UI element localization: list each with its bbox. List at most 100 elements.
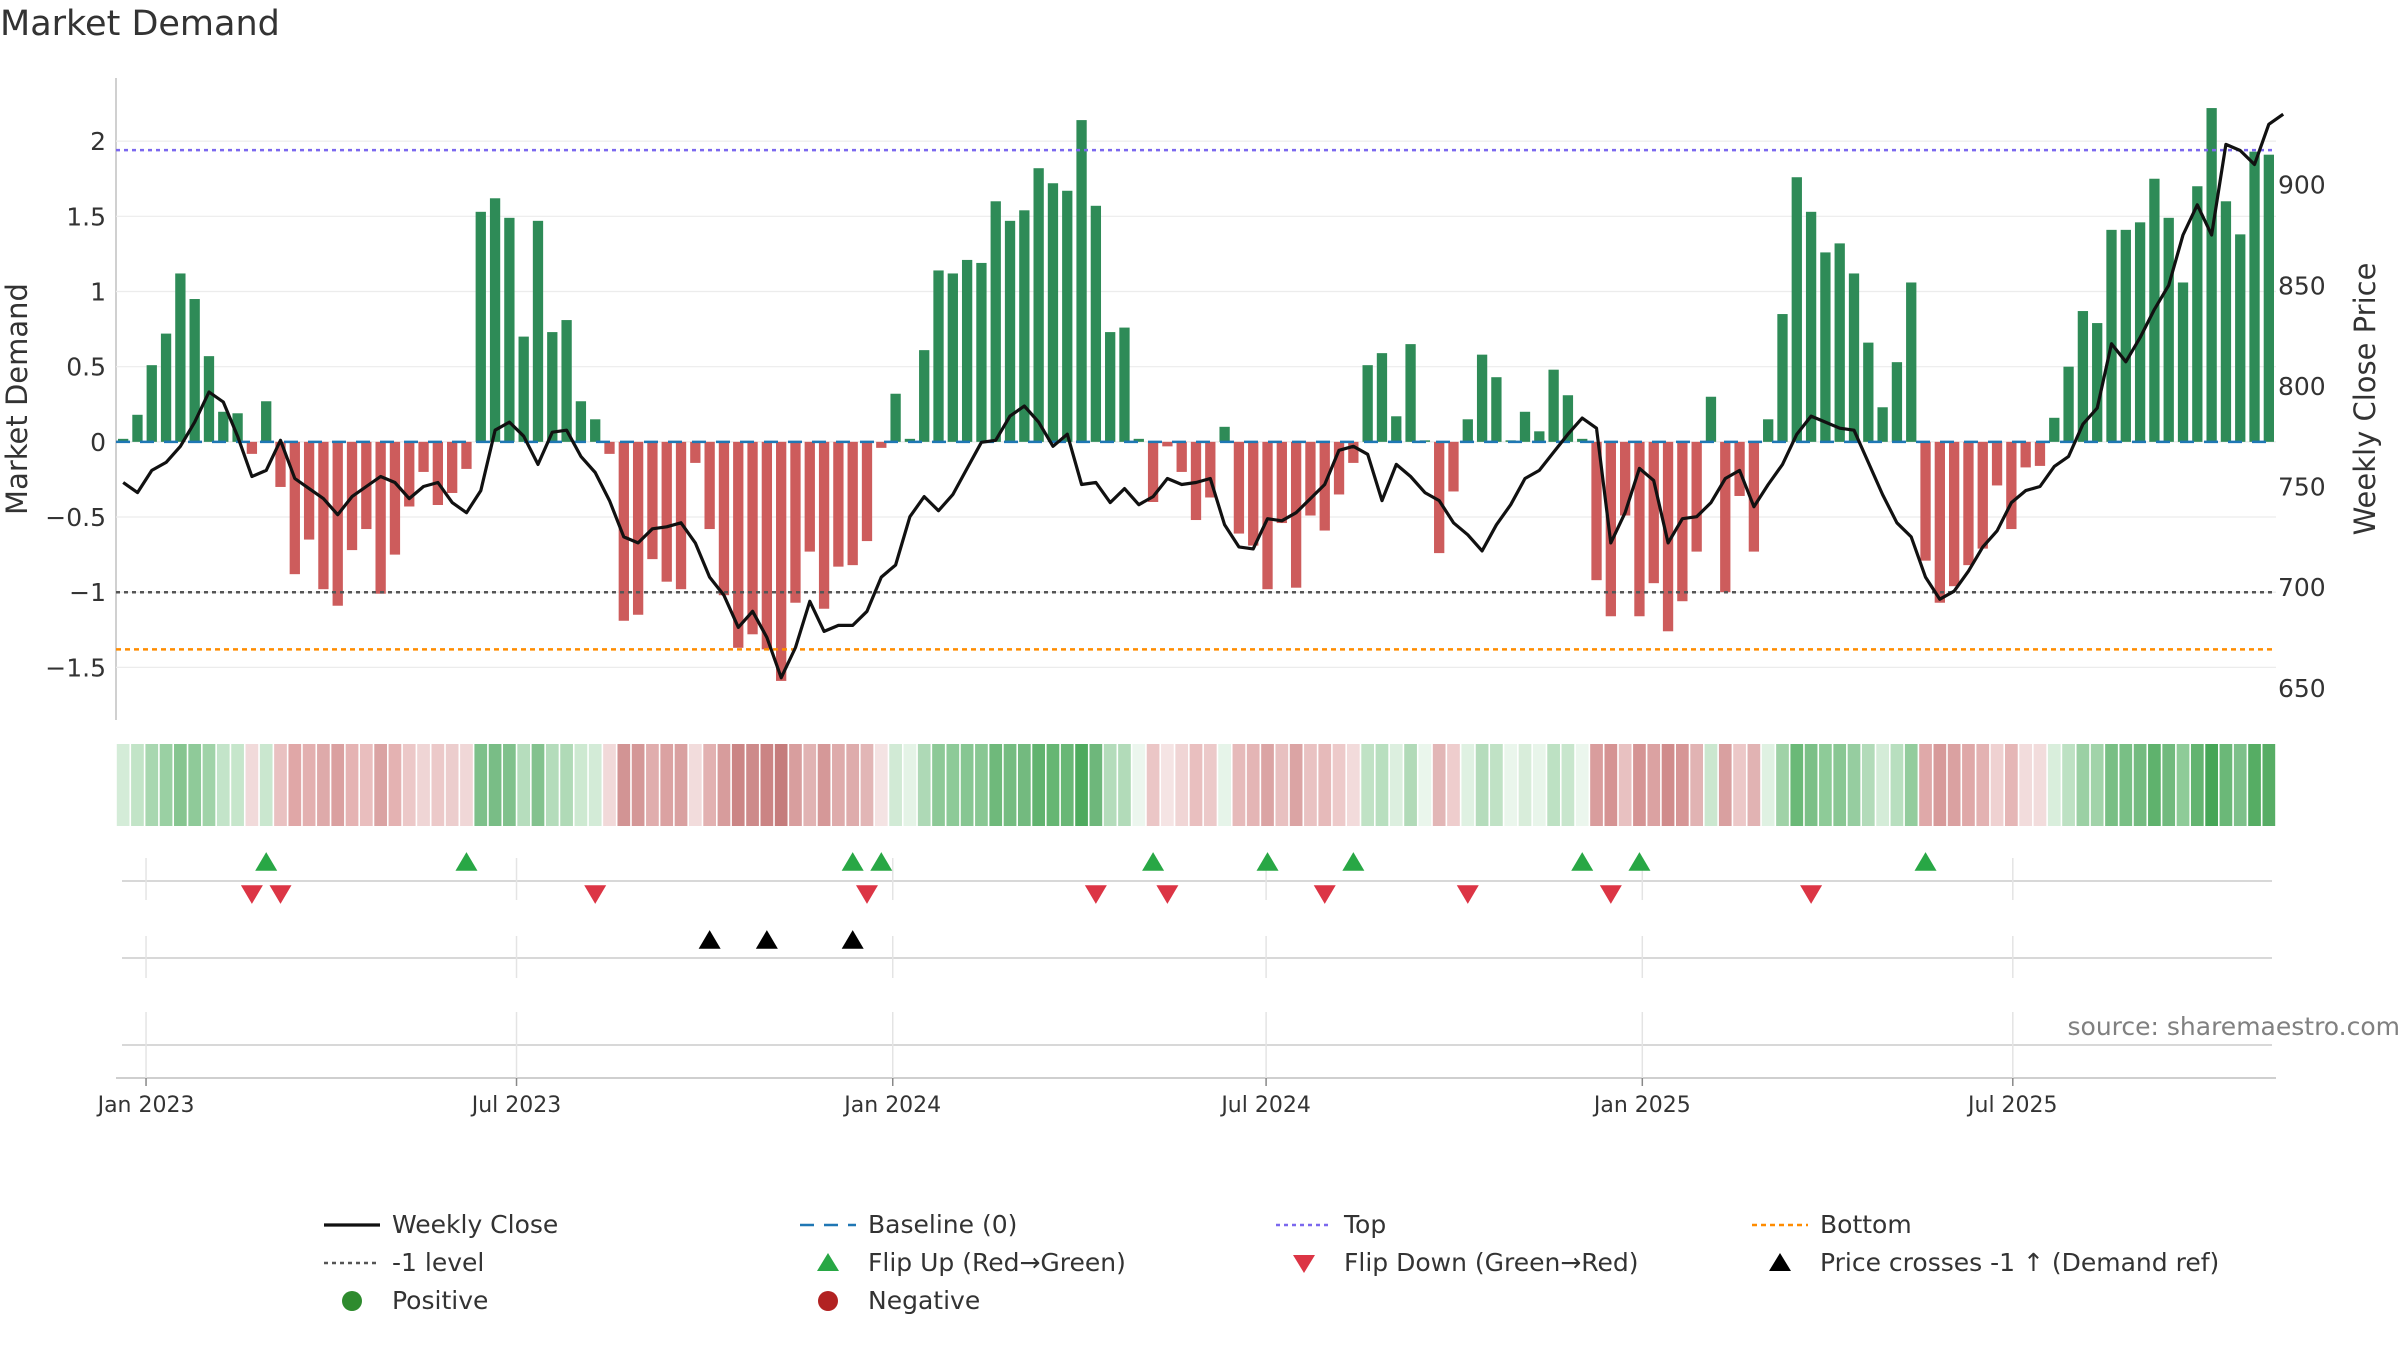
legend-swatch-icon [322, 1210, 382, 1240]
y-tick-label: −1 [69, 578, 106, 607]
heat-strip-cell [302, 744, 316, 826]
heat-strip-cell [2190, 744, 2204, 826]
heat-strip-cell [1461, 744, 1475, 826]
positive-bar [2192, 186, 2203, 442]
heat-strip-cell [1017, 744, 1031, 826]
flip-up-marker [1914, 852, 1937, 871]
heat-strip-cell [1132, 744, 1146, 826]
flip-up-marker [455, 852, 478, 871]
heat-strip-cell [460, 744, 473, 826]
heat-strip-cell [2076, 744, 2090, 826]
positive-bar [1376, 353, 1388, 442]
heat-strip-cell [417, 744, 430, 826]
heat-strip-cell [474, 744, 488, 826]
heat-strip-cell [846, 744, 860, 826]
negative-bar [1448, 441, 1459, 492]
negative-bar [1934, 441, 1945, 603]
positive-bar [203, 356, 215, 442]
heat-strip-cell [1618, 744, 1632, 826]
heat-strip-cell [1275, 744, 1289, 826]
heat-strip-cell [1919, 744, 1932, 826]
negative-bar [418, 441, 429, 472]
positive-bar [947, 273, 958, 442]
heat-strip-cell [331, 744, 345, 826]
positive-bar [1491, 377, 1502, 442]
heat-strip-cell [960, 744, 974, 826]
legend-item-1-level: -1 level [324, 1248, 484, 1278]
flip-down-marker [1599, 885, 1622, 904]
legend-label: Flip Up (Red→Green) [868, 1248, 1126, 1277]
negative-bar [1276, 441, 1287, 524]
positive-bar [532, 220, 544, 442]
heat-strip-cell [2005, 744, 2018, 826]
heat-strip-cell [431, 744, 445, 826]
heat-strip-cell [445, 744, 459, 826]
heat-strip-cell [1819, 744, 1832, 826]
negative-bar [447, 441, 458, 493]
positive-bar [1562, 395, 1574, 442]
heat-strip-cell [1804, 744, 1818, 826]
heat-strip-cell [1504, 744, 1518, 826]
negative-bar [1748, 441, 1760, 552]
heat-strip-cell [1375, 744, 1389, 826]
heat-strip-cell [145, 744, 159, 826]
positive-bar [1834, 243, 1845, 442]
flip-down-marker [1456, 885, 1479, 904]
heat-strip-cell [1332, 744, 1346, 826]
heat-strip-cell [1933, 744, 1947, 826]
heat-strip-cell [288, 744, 302, 826]
heat-strip-cell [1547, 744, 1560, 826]
positive-bar [590, 419, 601, 442]
positive-bar [990, 201, 1001, 442]
negative-bar [1434, 441, 1445, 554]
heat-strip-cell [1418, 744, 1432, 826]
heat-strip-cell [789, 744, 802, 826]
heat-strip-cell [2047, 744, 2061, 826]
negative-bar [647, 441, 658, 560]
heat-strip-cell [874, 744, 888, 826]
positive-bar [1462, 419, 1473, 442]
positive-bar [890, 393, 901, 442]
positive-bar [1820, 252, 1831, 442]
negative-bar [1591, 441, 1602, 581]
heat-strip-cell [259, 744, 273, 826]
positive-bar [561, 320, 572, 442]
heat-strip-cell [1118, 744, 1131, 826]
heat-strip-cell [1161, 744, 1174, 826]
heat-strip-cell [1404, 744, 1417, 826]
positive-bar [1519, 411, 1531, 442]
y2-tick-label: 800 [2278, 372, 2326, 401]
flip-up-marker [841, 852, 864, 871]
heat-strip-cell [1847, 744, 1861, 826]
legend-label: Positive [392, 1286, 489, 1315]
y2-tick-label: 750 [2278, 473, 2326, 502]
positive-bar [1891, 362, 1903, 442]
legend-label: Baseline (0) [868, 1210, 1018, 1239]
negative-bar [1205, 441, 1216, 498]
positive-bar [2163, 217, 2174, 442]
negative-bar [818, 441, 830, 609]
heat-strip-cell [860, 744, 874, 826]
legend-swatch-icon [1750, 1210, 1810, 1240]
positive-bar [1848, 273, 1860, 442]
negative-bar [1619, 441, 1631, 516]
positive-bar [1133, 438, 1144, 442]
positive-bar [1705, 396, 1717, 442]
y-tick-label: 2 [90, 127, 106, 156]
legend-item-price-crosses-1-demand-ref: Price crosses -1 ↑ (Demand ref) [1769, 1248, 2219, 1278]
negative-bar [1977, 441, 1988, 549]
positive-bar [232, 413, 243, 442]
heat-strip-cell [1447, 744, 1460, 826]
x-tick-label: Jan 2025 [1592, 1093, 1691, 1118]
negative-bar [661, 441, 672, 582]
negative-bar [1991, 441, 2003, 486]
heat-strip-cell [1232, 744, 1246, 826]
negative-bar [1290, 441, 1302, 588]
positive-bar [475, 211, 486, 442]
heat-strip-cell [488, 744, 502, 826]
legend-swatch-icon [322, 1248, 382, 1278]
positive-bar [1090, 205, 1102, 442]
heat-strip-cell [1246, 744, 1260, 826]
positive-bar [118, 438, 129, 442]
